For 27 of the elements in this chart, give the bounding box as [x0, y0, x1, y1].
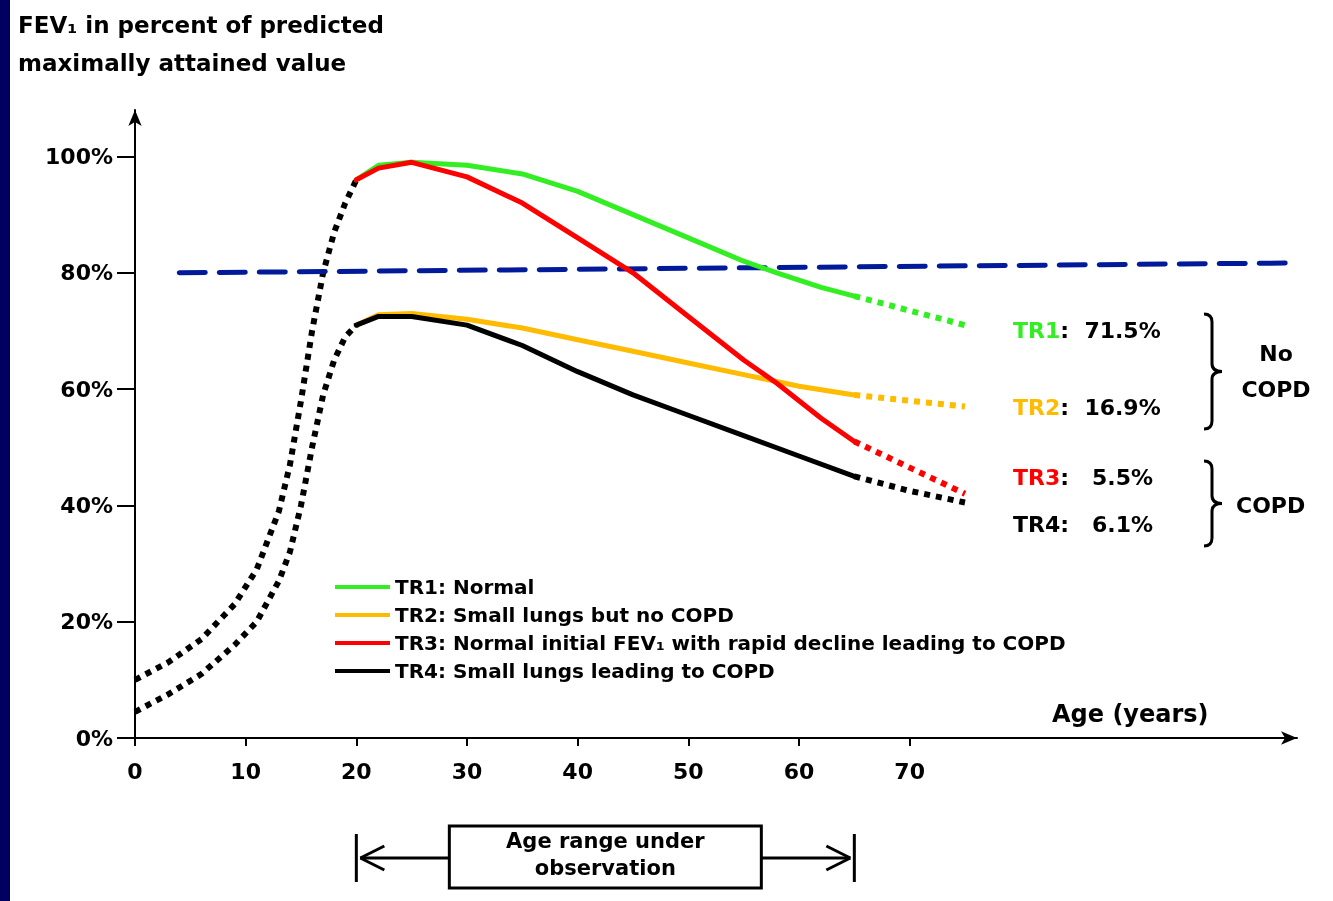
x-tick-label: 0 [127, 758, 143, 784]
x-tick-label: 60 [783, 758, 815, 784]
x-tick-label: 50 [673, 758, 704, 784]
annotation: TR4: 6.1% [1013, 512, 1154, 537]
annotation: COPD [1236, 491, 1306, 520]
y-tick-label: 80% [60, 260, 113, 286]
legend-label: TR4: Small lungs leading to COPD [395, 659, 775, 683]
text: Age range under observation [505, 828, 706, 882]
x-tick-label: 10 [230, 758, 261, 784]
legend-label: TR1: Normal [395, 575, 535, 599]
y-axis-title: FEV₁ in percent of predicted maximally attained value [18, 11, 385, 78]
x-tick-label: 30 [451, 758, 483, 784]
y-tick-label: 100% [45, 144, 113, 170]
y-tick-label: 60% [60, 376, 113, 402]
legend-label: TR2: Small lungs but no COPD [395, 603, 734, 627]
annotation: TR3: 5.5% [1013, 465, 1154, 490]
annotation: TR1: 71.5% [1013, 318, 1161, 343]
y-tick-label: 40% [60, 492, 113, 518]
x-axis-title: Age (years) [1052, 700, 1209, 728]
x-tick-label: 40 [562, 758, 593, 784]
legend-label: TR3: Normal initial FEV₁ with rapid decline leading to COPD [395, 631, 1066, 655]
annotation: TR2: 16.9% [1013, 395, 1161, 420]
x-tick-label: 70 [894, 758, 925, 784]
y-tick-label: 0% [75, 725, 113, 751]
x-tick-label: 20 [341, 758, 372, 784]
y-tick-label: 20% [60, 609, 113, 635]
annotation: No COPD [1240, 339, 1312, 404]
